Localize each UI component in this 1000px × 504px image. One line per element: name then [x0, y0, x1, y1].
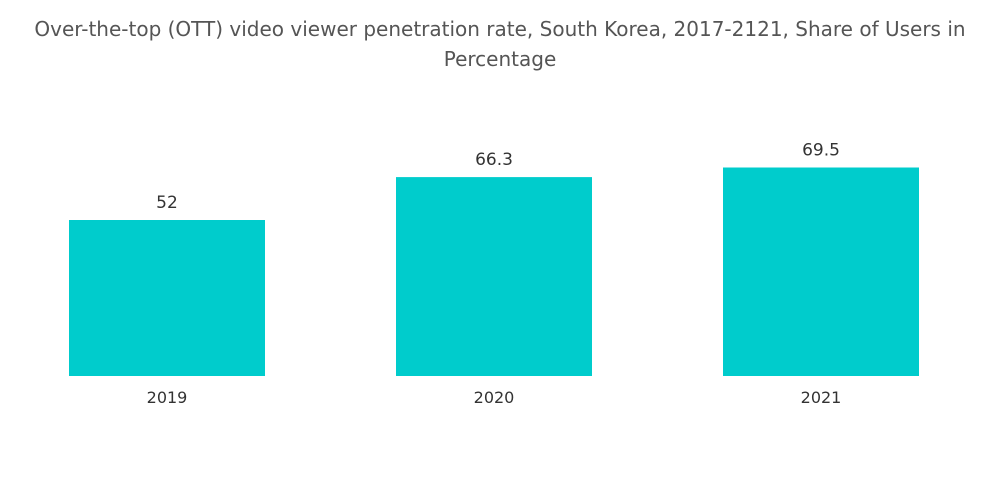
- x-tick-label-2020: 2020: [474, 388, 515, 407]
- bar-2019: [69, 220, 265, 376]
- x-tick-label-2021: 2021: [801, 388, 842, 407]
- value-label-2020: 66.3: [475, 150, 513, 170]
- bars-layer: [69, 167, 919, 376]
- labels-layer: 52 2019 66.3 2020 69.5 2021: [147, 141, 842, 408]
- value-label-2021: 69.5: [802, 141, 840, 161]
- chart-title: Over-the-top (OTT) video viewer penetrat…: [34, 17, 966, 71]
- bar-2020: [396, 177, 592, 376]
- bar-2021: [723, 167, 919, 376]
- x-tick-label-2019: 2019: [147, 388, 188, 407]
- value-label-2019: 52: [156, 193, 178, 213]
